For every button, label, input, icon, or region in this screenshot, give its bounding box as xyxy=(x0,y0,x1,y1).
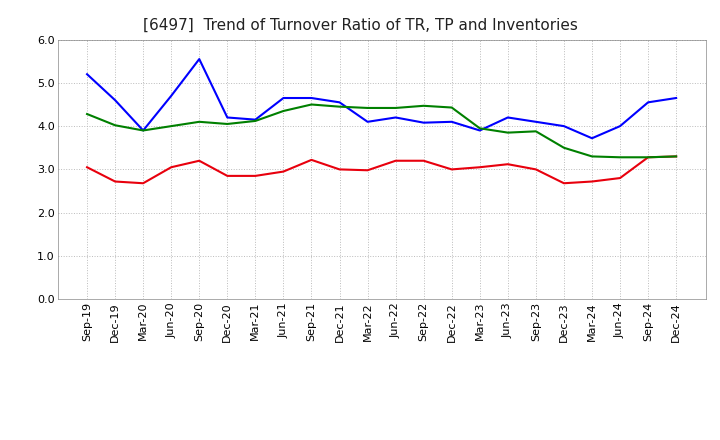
Trade Payables xyxy=(364,119,372,125)
Inventories xyxy=(447,105,456,110)
Trade Payables xyxy=(251,117,260,122)
Trade Receivables xyxy=(475,165,484,170)
Trade Payables xyxy=(391,115,400,120)
Inventories xyxy=(672,154,680,159)
Trade Receivables xyxy=(251,173,260,179)
Inventories xyxy=(251,118,260,124)
Trade Receivables xyxy=(279,169,288,174)
Inventories xyxy=(223,121,232,127)
Trade Receivables xyxy=(139,180,148,186)
Inventories xyxy=(279,108,288,114)
Trade Payables xyxy=(616,124,624,129)
Trade Receivables xyxy=(559,180,568,186)
Trade Receivables xyxy=(307,157,316,162)
Trade Receivables xyxy=(195,158,204,163)
Trade Receivables xyxy=(83,165,91,170)
Trade Payables xyxy=(279,95,288,101)
Trade Payables xyxy=(167,93,176,99)
Trade Payables xyxy=(672,95,680,101)
Line: Trade Payables: Trade Payables xyxy=(87,59,676,138)
Inventories xyxy=(559,145,568,150)
Trade Payables xyxy=(531,119,540,125)
Trade Receivables xyxy=(616,176,624,181)
Trade Receivables xyxy=(503,161,512,167)
Inventories xyxy=(336,104,344,109)
Trade Receivables xyxy=(391,158,400,163)
Trade Payables xyxy=(644,100,652,105)
Trade Receivables xyxy=(419,158,428,163)
Inventories xyxy=(364,105,372,110)
Inventories xyxy=(195,119,204,125)
Inventories xyxy=(531,128,540,134)
Trade Payables xyxy=(307,95,316,101)
Trade Payables xyxy=(503,115,512,120)
Inventories xyxy=(307,102,316,107)
Trade Receivables xyxy=(336,167,344,172)
Trade Receivables xyxy=(223,173,232,179)
Text: [6497]  Trend of Turnover Ratio of TR, TP and Inventories: [6497] Trend of Turnover Ratio of TR, TP… xyxy=(143,18,577,33)
Trade Payables xyxy=(195,56,204,62)
Line: Inventories: Inventories xyxy=(87,104,676,157)
Trade Receivables xyxy=(644,154,652,160)
Inventories xyxy=(139,128,148,133)
Trade Payables xyxy=(223,115,232,120)
Line: Trade Receivables: Trade Receivables xyxy=(87,156,676,183)
Inventories xyxy=(167,124,176,129)
Trade Payables xyxy=(559,124,568,129)
Inventories xyxy=(503,130,512,135)
Trade Payables xyxy=(447,119,456,125)
Trade Payables xyxy=(336,100,344,105)
Inventories xyxy=(83,111,91,117)
Trade Receivables xyxy=(111,179,120,184)
Trade Payables xyxy=(111,98,120,103)
Inventories xyxy=(111,123,120,128)
Inventories xyxy=(419,103,428,108)
Trade Payables xyxy=(139,128,148,133)
Inventories xyxy=(475,126,484,131)
Trade Payables xyxy=(588,136,596,141)
Trade Receivables xyxy=(588,179,596,184)
Inventories xyxy=(644,154,652,160)
Trade Receivables xyxy=(672,154,680,159)
Trade Receivables xyxy=(531,167,540,172)
Trade Receivables xyxy=(364,168,372,173)
Trade Payables xyxy=(419,120,428,125)
Inventories xyxy=(391,105,400,110)
Inventories xyxy=(616,154,624,160)
Trade Receivables xyxy=(167,165,176,170)
Trade Receivables xyxy=(447,167,456,172)
Trade Payables xyxy=(83,72,91,77)
Inventories xyxy=(588,154,596,159)
Trade Payables xyxy=(475,128,484,133)
